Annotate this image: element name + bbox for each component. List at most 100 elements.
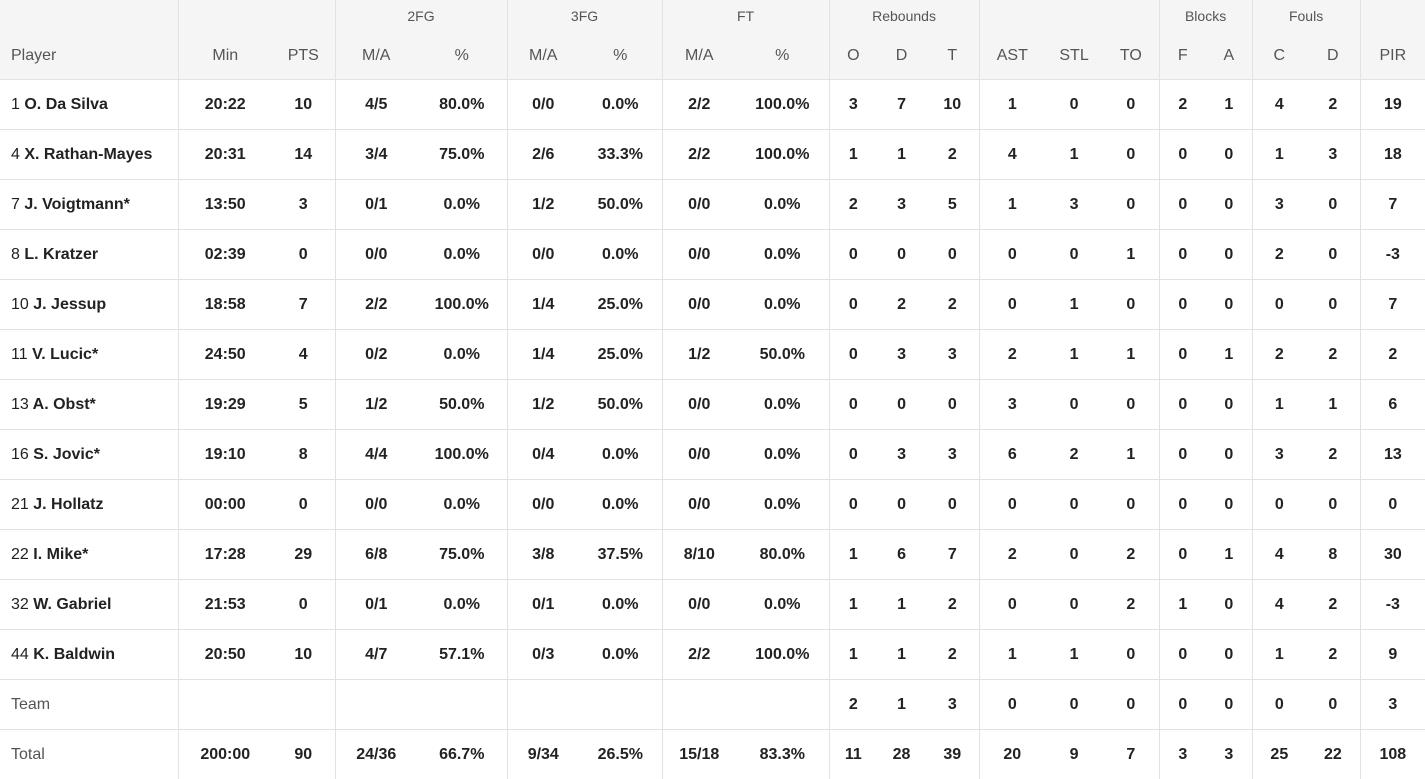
player-cell[interactable]: 10 J. Jessup: [0, 280, 178, 330]
col-header-pir[interactable]: PIR: [1360, 32, 1425, 80]
col-header-foul-d[interactable]: D: [1306, 32, 1360, 80]
stat-to: 1: [1103, 330, 1159, 380]
stat-reb-o: 0: [829, 230, 877, 280]
stat-3fg-pct: 0.0%: [579, 80, 662, 130]
col-header-pts[interactable]: PTS: [272, 32, 335, 80]
stat-foul-c: 4: [1252, 530, 1306, 580]
col-header-reb-o[interactable]: O: [829, 32, 877, 80]
stat-to: 0: [1103, 480, 1159, 530]
stat-ft-pct: 80.0%: [736, 530, 829, 580]
player-cell[interactable]: 44 K. Baldwin: [0, 630, 178, 680]
stat-3fg-pct: 26.5%: [579, 730, 662, 779]
stat-blk-a: 0: [1206, 130, 1252, 180]
stat-pts: 14: [272, 130, 335, 180]
col-header-reb-t[interactable]: T: [926, 32, 979, 80]
stat-foul-d: 3: [1306, 130, 1360, 180]
col-header-ast[interactable]: AST: [979, 32, 1045, 80]
stat-blk-f: 1: [1159, 580, 1206, 630]
table-row: 44 K. Baldwin 20:50 10 4/7 57.1% 0/3 0.0…: [0, 630, 1425, 680]
col-header-ft-ma[interactable]: M/A: [662, 32, 736, 80]
stat-pir: 13: [1360, 430, 1425, 480]
stat-ft-pct: 0.0%: [736, 230, 829, 280]
player-name[interactable]: O. Da Silva: [24, 96, 108, 113]
player-cell[interactable]: 4 X. Rathan-Mayes: [0, 130, 178, 180]
stat-ast: 2: [979, 330, 1045, 380]
stat-3fg-pct: 50.0%: [579, 180, 662, 230]
stat-reb-o: 1: [829, 530, 877, 580]
stat-pts: 90: [272, 730, 335, 779]
stat-blk-f: 0: [1159, 680, 1206, 730]
player-cell[interactable]: 11 V. Lucic*: [0, 330, 178, 380]
col-header-blk-a[interactable]: A: [1206, 32, 1252, 80]
player-cell[interactable]: 1 O. Da Silva: [0, 80, 178, 130]
col-header-2fg-pct[interactable]: %: [417, 32, 507, 80]
col-header-player[interactable]: Player: [0, 32, 178, 80]
stat-blk-a: 0: [1206, 180, 1252, 230]
col-header-to[interactable]: TO: [1103, 32, 1159, 80]
player-name[interactable]: X. Rathan-Mayes: [24, 146, 152, 163]
player-cell[interactable]: 21 J. Hollatz: [0, 480, 178, 530]
stat-2fg-pct: 57.1%: [417, 630, 507, 680]
stat-3fg-pct: 0.0%: [579, 580, 662, 630]
player-cell[interactable]: 13 A. Obst*: [0, 380, 178, 430]
player-name[interactable]: J. Voigtmann*: [24, 196, 130, 213]
player-name[interactable]: J. Hollatz: [33, 496, 103, 513]
player-name[interactable]: L. Kratzer: [24, 246, 98, 263]
player-cell[interactable]: 16 S. Jovic*: [0, 430, 178, 480]
stat-reb-t: 2: [926, 280, 979, 330]
stat-blk-f: 3: [1159, 730, 1206, 779]
player-cell[interactable]: 22 I. Mike*: [0, 530, 178, 580]
stat-ft-ma: 0/0: [662, 230, 736, 280]
col-header-reb-d[interactable]: D: [877, 32, 926, 80]
stat-2fg-pct: 75.0%: [417, 530, 507, 580]
stat-2fg-ma: 24/36: [335, 730, 417, 779]
jersey-number: 32: [11, 596, 29, 613]
player-name[interactable]: I. Mike*: [33, 546, 88, 563]
col-header-stl[interactable]: STL: [1045, 32, 1103, 80]
col-header-3fg-ma[interactable]: M/A: [507, 32, 579, 80]
stat-ft-pct: 0.0%: [736, 480, 829, 530]
col-header-ft-pct[interactable]: %: [736, 32, 829, 80]
stat-reb-d: 1: [877, 130, 926, 180]
stat-foul-d: 0: [1306, 280, 1360, 330]
stat-2fg-ma: 0/2: [335, 330, 417, 380]
stat-ft-ma: 0/0: [662, 380, 736, 430]
table-row: 22 I. Mike* 17:28 29 6/8 75.0% 3/8 37.5%…: [0, 530, 1425, 580]
stat-reb-t: 7: [926, 530, 979, 580]
player-cell[interactable]: 7 J. Voigtmann*: [0, 180, 178, 230]
stat-to: 0: [1103, 280, 1159, 330]
col-header-2fg-ma[interactable]: M/A: [335, 32, 417, 80]
stat-ft-ma: 8/10: [662, 530, 736, 580]
stat-3fg-pct: 25.0%: [579, 330, 662, 380]
stat-to: 7: [1103, 730, 1159, 779]
player-name[interactable]: S. Jovic*: [33, 446, 100, 463]
stat-pts: 10: [272, 630, 335, 680]
player-name[interactable]: V. Lucic*: [32, 346, 98, 363]
stat-blk-f: 0: [1159, 130, 1206, 180]
stat-ft-ma: 15/18: [662, 730, 736, 779]
player-name[interactable]: J. Jessup: [33, 296, 106, 313]
col-header-foul-c[interactable]: C: [1252, 32, 1306, 80]
stat-min: 19:29: [178, 380, 272, 430]
col-header-3fg-pct[interactable]: %: [579, 32, 662, 80]
stat-reb-o: 3: [829, 80, 877, 130]
stat-foul-c: 2: [1252, 230, 1306, 280]
stat-ft-ma: 2/2: [662, 130, 736, 180]
stat-ast: 20: [979, 730, 1045, 779]
player-cell[interactable]: 8 L. Kratzer: [0, 230, 178, 280]
stat-blk-a: 0: [1206, 230, 1252, 280]
stat-foul-d: 22: [1306, 730, 1360, 779]
player-name[interactable]: A. Obst*: [33, 396, 96, 413]
stat-pir: 2: [1360, 330, 1425, 380]
stat-blk-f: 0: [1159, 480, 1206, 530]
col-header-blk-f[interactable]: F: [1159, 32, 1206, 80]
stat-stl: 0: [1045, 680, 1103, 730]
stat-2fg-pct: 66.7%: [417, 730, 507, 779]
player-name[interactable]: K. Baldwin: [33, 646, 115, 663]
stat-pir: 30: [1360, 530, 1425, 580]
col-header-min[interactable]: Min: [178, 32, 272, 80]
stat-2fg-ma: 1/2: [335, 380, 417, 430]
player-cell[interactable]: 32 W. Gabriel: [0, 580, 178, 630]
player-name[interactable]: W. Gabriel: [33, 596, 111, 613]
stat-reb-d: 0: [877, 480, 926, 530]
